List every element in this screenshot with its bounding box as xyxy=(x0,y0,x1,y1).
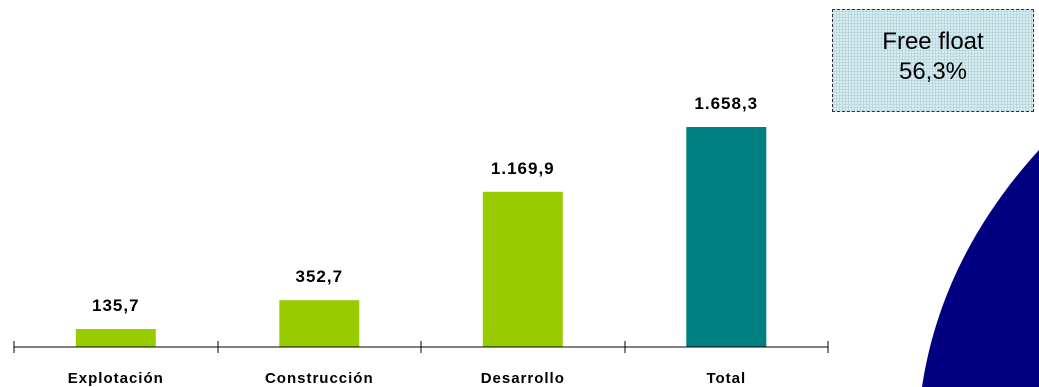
pie-chart-segment xyxy=(922,150,1039,387)
bar-value-label-2: 1.169,9 xyxy=(491,159,555,178)
bar-value-label-1: 352,7 xyxy=(296,267,344,286)
bar-1 xyxy=(279,300,360,347)
bar-value-label-0: 135,7 xyxy=(92,296,140,315)
free-float-annotation: Free float 56,3% xyxy=(832,9,1034,112)
free-float-label: Free float xyxy=(882,28,984,55)
bar-2 xyxy=(482,191,563,347)
x-tick-label-2: Desarrollo xyxy=(481,370,565,387)
x-tick-label-0: Explotación xyxy=(68,370,164,387)
labels-layer: 135,7 Explotación 352,7 Construcción 1.169,9… xyxy=(68,94,758,387)
x-tick-label-3: Total xyxy=(706,370,746,387)
free-float-value: 56,3% xyxy=(898,58,968,85)
x-tick-label-1: Construcción xyxy=(265,370,374,387)
bar-3 xyxy=(686,127,767,347)
bar-value-label-3: 1.658,3 xyxy=(694,94,758,113)
bars-layer xyxy=(75,127,767,347)
bar-0 xyxy=(75,329,156,347)
x-axis xyxy=(13,341,829,353)
